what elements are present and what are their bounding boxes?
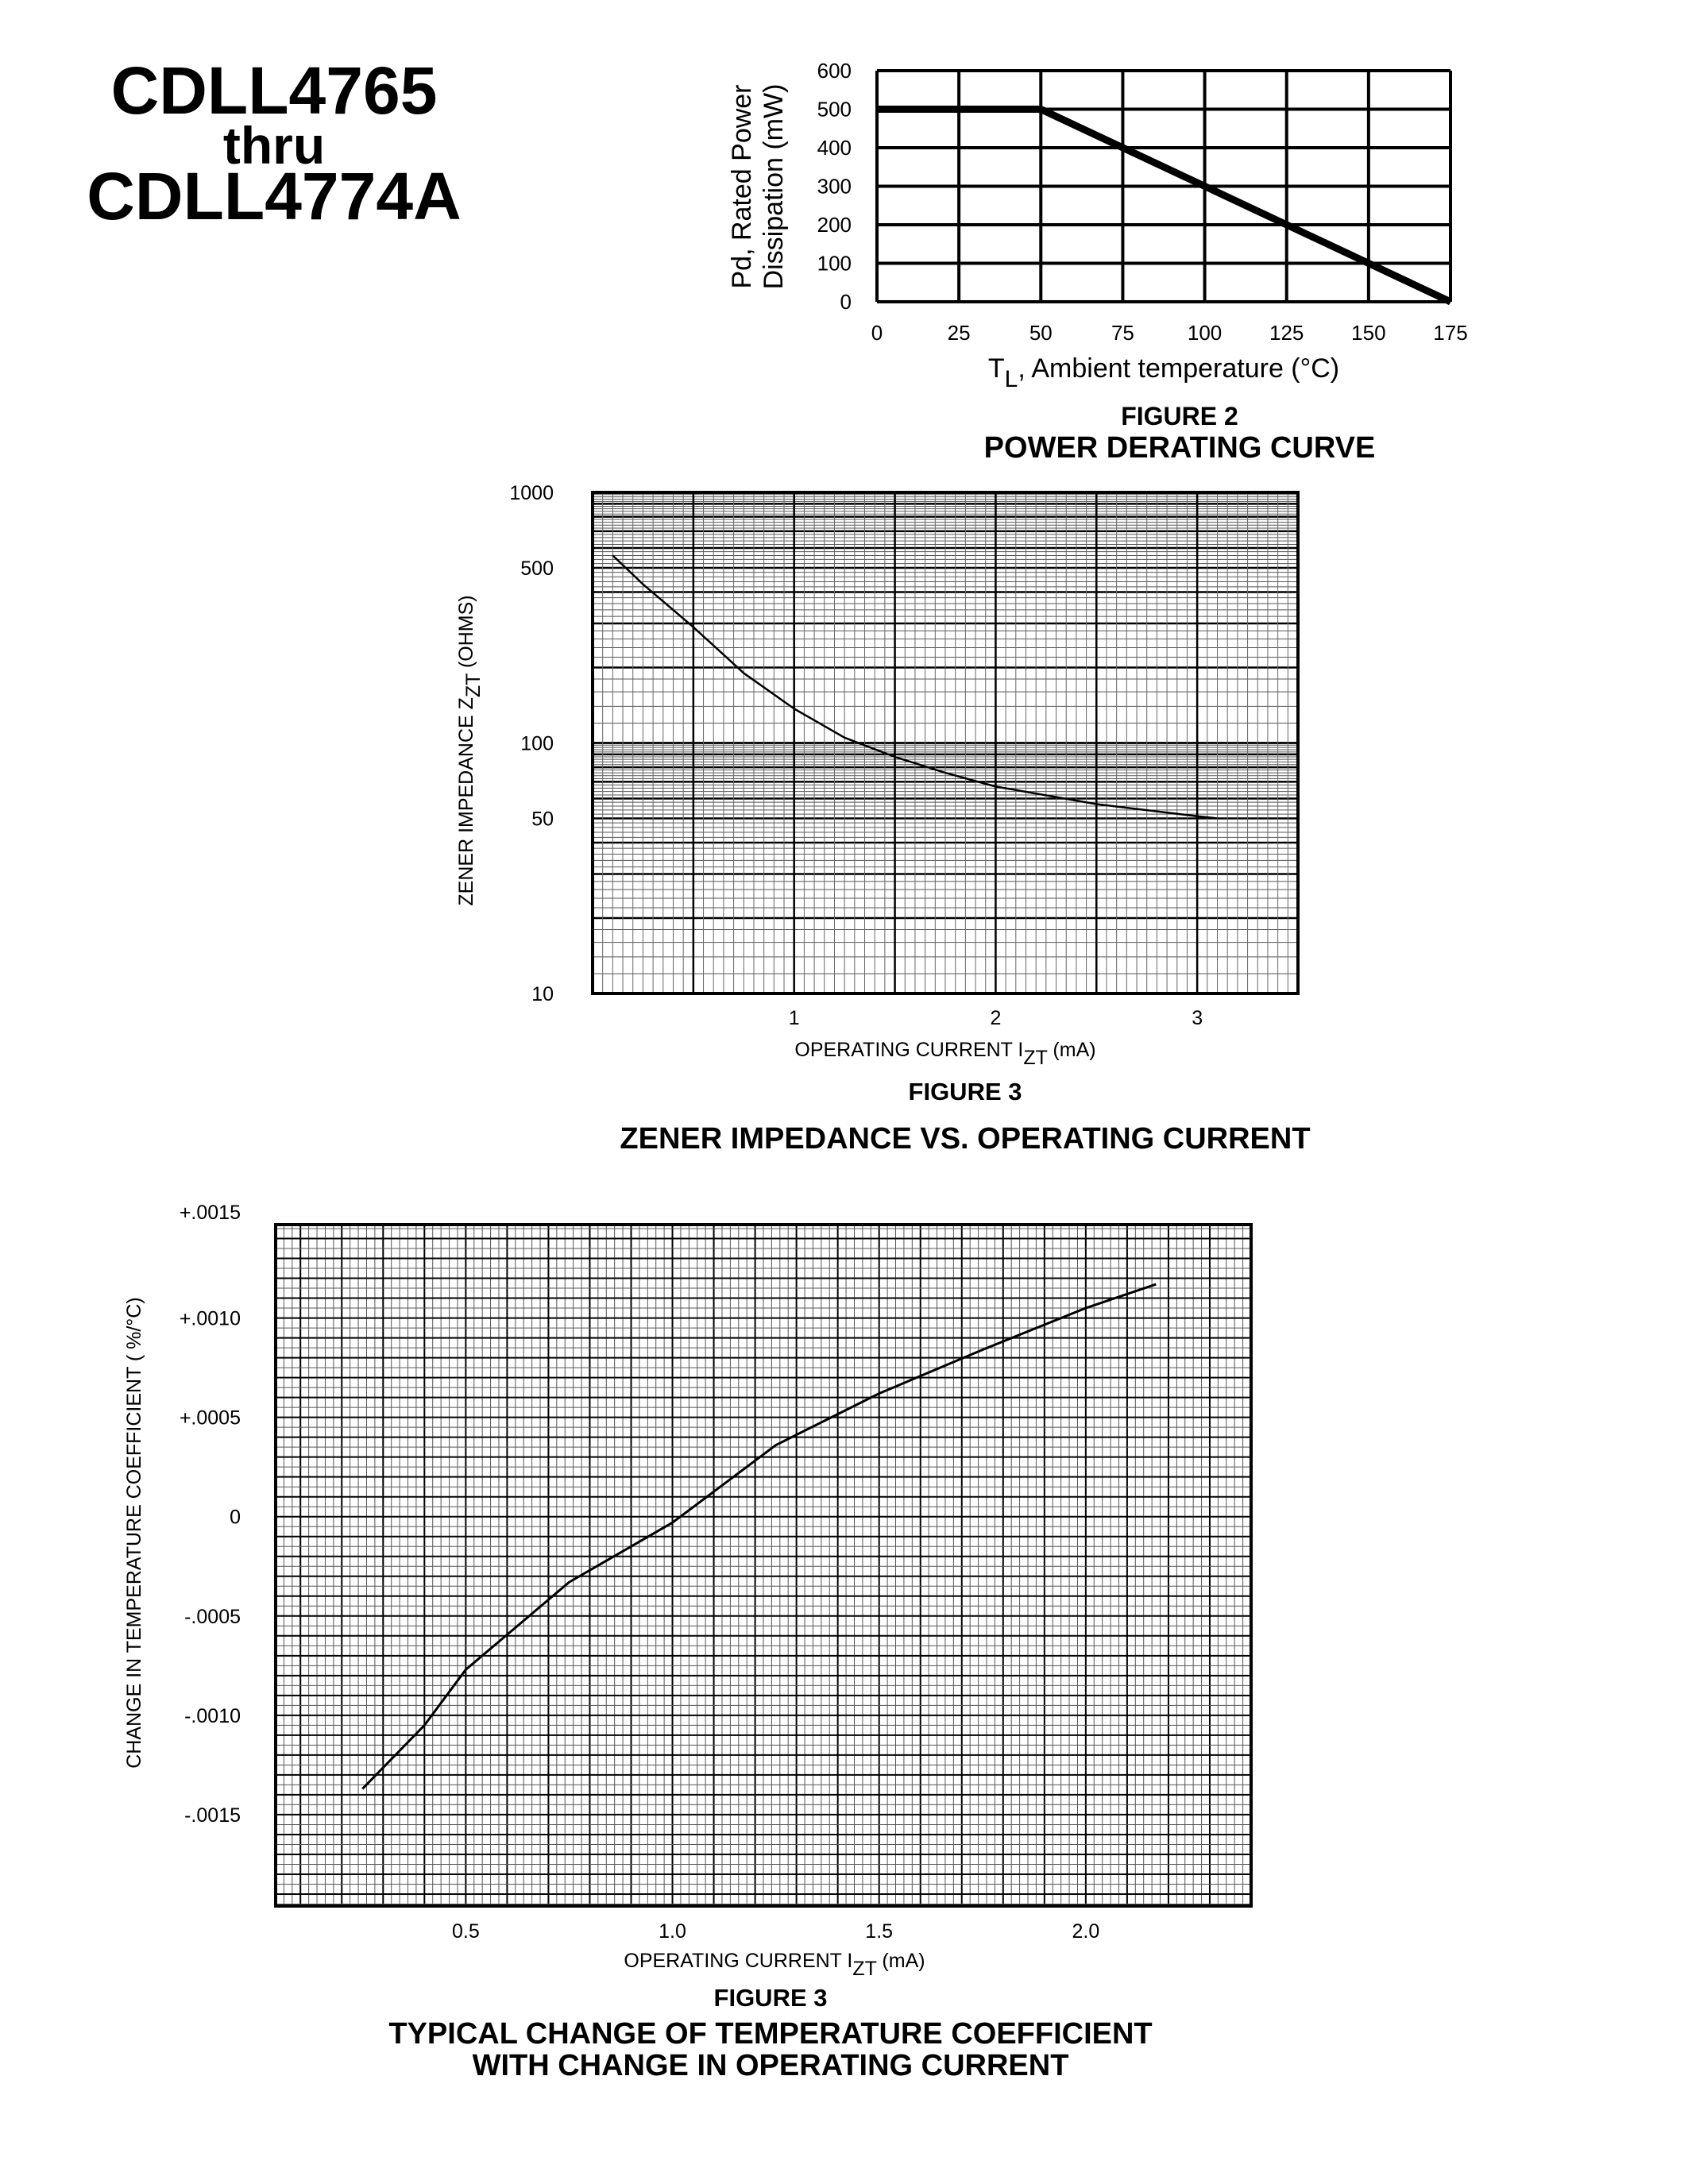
fig3-title: ZENER IMPEDANCE VS. OPERATING CURRENT — [620, 1122, 1310, 1156]
fig2-x-tick-label: 175 — [1433, 321, 1467, 345]
fig2-x-tick-label: 25 — [948, 321, 971, 345]
fig3b-y-tick-label: -.0005 — [184, 1606, 241, 1628]
fig2-x-axis-label: TL, Ambient temperature (°C) — [988, 353, 1339, 392]
fig2-y-tick-label: 300 — [817, 175, 852, 199]
fig3b-series-line — [361, 1283, 1157, 1790]
fig2-x-tick-label: 50 — [1029, 321, 1053, 345]
part-number-thru: thru — [222, 116, 326, 175]
fig3-y-tick-label: 10 — [531, 983, 554, 1005]
fig3b-x-tick-label: 2.0 — [1072, 1920, 1099, 1943]
fig3b-x-tick-label: 0.5 — [452, 1920, 480, 1943]
fig3-x-tick-label: 1 — [789, 1007, 800, 1029]
fig3b-y-tick-label: -.0015 — [184, 1804, 241, 1827]
fig2-title: POWER DERATING CURVE — [984, 431, 1376, 465]
fig2-y-tick-label: 0 — [840, 290, 852, 314]
fig2-y-tick-label: 500 — [817, 98, 852, 122]
fig2-y-axis-label: Pd, Rated Power Dissipation (mW) — [727, 84, 789, 290]
fig3-y-tick-label: 1000 — [509, 482, 554, 504]
fig2-x-tick-label: 100 — [1188, 321, 1222, 345]
fig3-plot-frame — [591, 491, 1300, 995]
fig2-x-tick-label: 0 — [871, 321, 883, 345]
fig3b-x-tick-label: 1.0 — [659, 1920, 686, 1943]
svg-text:Dissipation (mW): Dissipation (mW) — [759, 84, 789, 290]
fig2-x-tick-label: 125 — [1269, 321, 1304, 345]
fig3b-title-line2: WITH CHANGE IN OPERATING CURRENT — [473, 2049, 1069, 2082]
fig3b-x-axis-label: OPERATING CURRENT IZT (mA) — [624, 1950, 925, 1980]
fig2-y-tick-label: 200 — [817, 213, 852, 237]
fig3b-y-tick-label: 0 — [230, 1507, 241, 1529]
fig2-y-tick-label: 400 — [817, 136, 852, 160]
fig3b-y-tick-label: +.0010 — [180, 1308, 241, 1330]
fig3-figure-label: FIGURE 3 — [909, 1078, 1022, 1106]
fig2-figure-label: FIGURE 2 — [1121, 402, 1238, 430]
fig3-y-axis-label: ZENER IMPEDANCE ZZT (OHMS) — [455, 595, 485, 905]
fig2-series-line — [877, 106, 1452, 306]
fig3-x-tick-label: 3 — [1192, 1007, 1203, 1029]
fig3b-title-line1: TYPICAL CHANGE OF TEMPERATURE COEFFICIEN… — [388, 2017, 1152, 2051]
svg-text:Pd, Rated Power: Pd, Rated Power — [727, 84, 757, 288]
fig3-y-tick-label: 50 — [531, 808, 554, 830]
fig3b-y-tick-label: -.0010 — [184, 1705, 241, 1727]
part-number-start: CDLL4765 — [110, 53, 438, 128]
fig3-y-tick-label: 500 — [520, 558, 554, 580]
part-number-end: CDLL4774A — [87, 159, 462, 233]
fig3b-y-tick-label: +.0015 — [180, 1202, 241, 1224]
fig2-x-tick-label: 150 — [1351, 321, 1385, 345]
fig3-x-axis-label: OPERATING CURRENT IZT (mA) — [794, 1039, 1095, 1069]
fig3b-figure-label: FIGURE 3 — [714, 1984, 828, 2012]
fig2-y-tick-label: 100 — [817, 252, 852, 276]
fig3b-y-axis-label: CHANGE IN TEMPERATURE COEFFICIENT ( %/°C… — [123, 1297, 145, 1768]
fig2-y-tick-label: 600 — [817, 59, 852, 83]
fig3-y-tick-label: 100 — [520, 733, 554, 755]
fig2-x-tick-label: 75 — [1111, 321, 1134, 345]
fig3b-plot-frame — [274, 1223, 1253, 1908]
fig3b-y-tick-label: +.0005 — [180, 1407, 241, 1430]
fig3b-x-tick-label: 1.5 — [865, 1920, 893, 1943]
fig3-x-tick-label: 2 — [990, 1007, 1001, 1029]
fig3-series-line — [612, 554, 1218, 820]
